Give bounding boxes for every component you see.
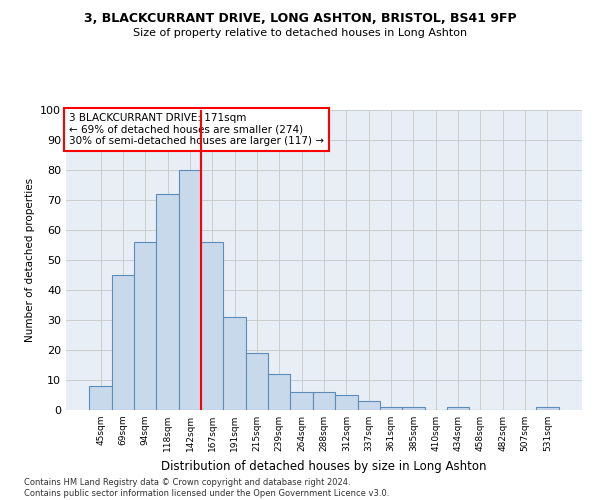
Bar bbox=[335, 395, 358, 410]
Bar bbox=[246, 353, 268, 410]
Bar bbox=[313, 392, 335, 410]
Bar bbox=[179, 170, 201, 410]
Text: 3 BLACKCURRANT DRIVE: 171sqm
← 69% of detached houses are smaller (274)
30% of s: 3 BLACKCURRANT DRIVE: 171sqm ← 69% of de… bbox=[69, 113, 324, 146]
Bar bbox=[402, 407, 425, 410]
Bar bbox=[157, 194, 179, 410]
Bar bbox=[89, 386, 112, 410]
Bar bbox=[358, 401, 380, 410]
Bar bbox=[223, 317, 246, 410]
Bar bbox=[536, 407, 559, 410]
Y-axis label: Number of detached properties: Number of detached properties bbox=[25, 178, 35, 342]
Bar bbox=[112, 275, 134, 410]
Bar bbox=[290, 392, 313, 410]
Text: Contains HM Land Registry data © Crown copyright and database right 2024.
Contai: Contains HM Land Registry data © Crown c… bbox=[24, 478, 389, 498]
Bar bbox=[268, 374, 290, 410]
X-axis label: Distribution of detached houses by size in Long Ashton: Distribution of detached houses by size … bbox=[161, 460, 487, 472]
Bar bbox=[447, 407, 469, 410]
Bar bbox=[201, 242, 223, 410]
Bar bbox=[380, 407, 402, 410]
Bar bbox=[134, 242, 157, 410]
Text: Size of property relative to detached houses in Long Ashton: Size of property relative to detached ho… bbox=[133, 28, 467, 38]
Text: 3, BLACKCURRANT DRIVE, LONG ASHTON, BRISTOL, BS41 9FP: 3, BLACKCURRANT DRIVE, LONG ASHTON, BRIS… bbox=[83, 12, 517, 26]
